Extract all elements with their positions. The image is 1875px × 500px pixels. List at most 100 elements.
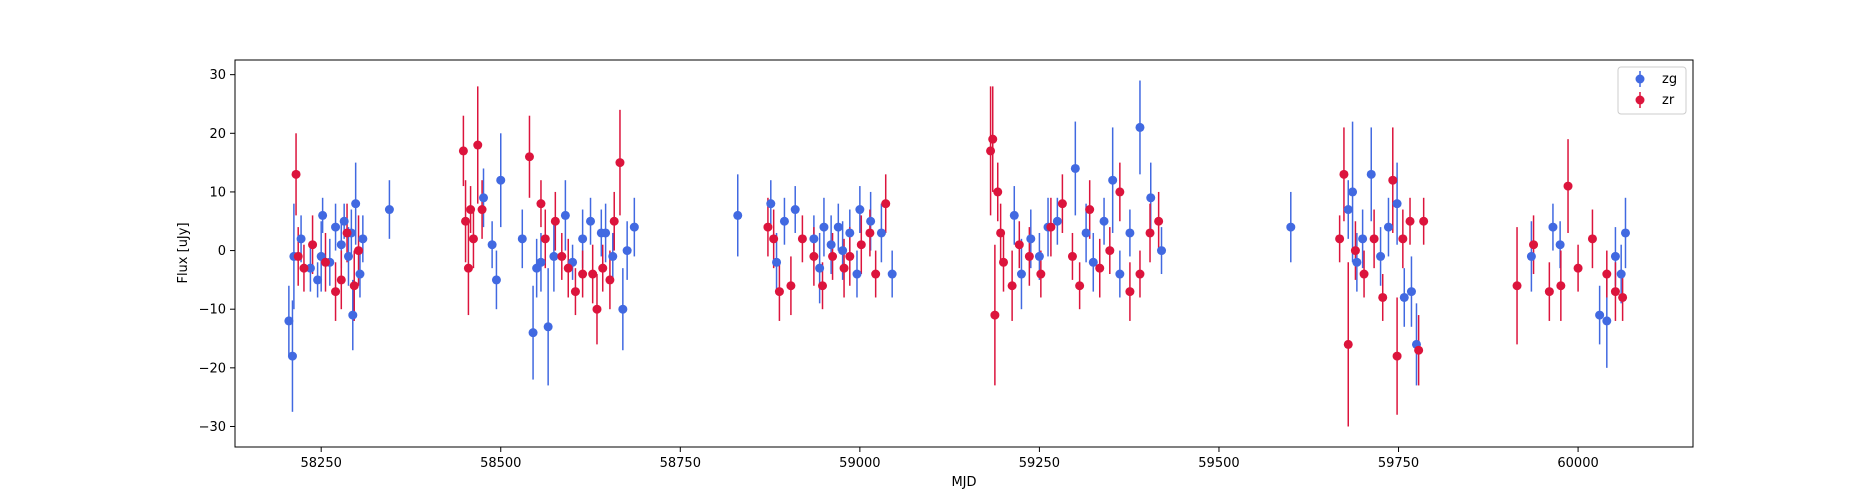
point-zr (1075, 281, 1084, 290)
x-tick-label: 58500 (480, 456, 521, 471)
point-zr (996, 228, 1005, 237)
y-tick-label: 0 (218, 244, 226, 259)
point-zr (988, 135, 997, 144)
point-zr (1564, 182, 1573, 191)
point-zg (1548, 223, 1557, 232)
point-zg (297, 234, 306, 243)
point-zr (598, 264, 607, 273)
point-zr (1588, 234, 1597, 243)
point-zg (344, 252, 353, 261)
point-zg (331, 223, 340, 232)
point-zr (1370, 234, 1379, 243)
point-zg (852, 270, 861, 279)
x-axis-label: MJD (951, 475, 976, 490)
point-zr (578, 270, 587, 279)
point-zg (608, 252, 617, 261)
plot-frame (235, 60, 1693, 447)
point-zg (618, 305, 627, 314)
point-zr (1068, 252, 1077, 261)
point-zg (586, 217, 595, 226)
point-zg (340, 217, 349, 226)
point-zg (536, 258, 545, 267)
point-zg (791, 205, 800, 214)
point-zr (299, 264, 308, 273)
point-zr (466, 205, 475, 214)
point-zg (866, 217, 875, 226)
point-zr (292, 170, 301, 179)
point-zr (763, 223, 772, 232)
point-zg (1125, 228, 1134, 237)
point-zg (1135, 123, 1144, 132)
point-zg (1407, 287, 1416, 296)
point-zg (1527, 252, 1536, 261)
point-zr (1529, 240, 1538, 249)
point-zr (1046, 223, 1055, 232)
point-zg (1286, 223, 1295, 232)
point-zg (1367, 170, 1376, 179)
point-zg (888, 270, 897, 279)
point-zg (385, 205, 394, 214)
point-zr (1125, 287, 1134, 296)
point-zr (1602, 270, 1611, 279)
point-zr (1513, 281, 1522, 290)
y-tick-label: −30 (199, 420, 226, 435)
point-zr (473, 141, 482, 150)
y-axis-label: Flux [uJy] (176, 222, 191, 283)
point-zg (733, 211, 742, 220)
point-zr (1414, 346, 1423, 355)
point-zr (1085, 205, 1094, 214)
x-tick-label: 58250 (301, 456, 342, 471)
point-zg (348, 311, 357, 320)
point-zr (1360, 270, 1369, 279)
point-zr (331, 287, 340, 296)
point-zr (1398, 234, 1407, 243)
point-zr (1135, 270, 1144, 279)
point-zr (610, 217, 619, 226)
point-zr (865, 228, 874, 237)
point-zg (1026, 234, 1035, 243)
point-zr (605, 275, 614, 284)
point-zr (588, 270, 597, 279)
point-zg (488, 240, 497, 249)
x-tick-label: 59000 (839, 456, 880, 471)
point-zg (1393, 199, 1402, 208)
point-zg (1082, 228, 1091, 237)
point-zr (1154, 217, 1163, 226)
point-zr (990, 311, 999, 320)
legend-label-zr: zr (1662, 93, 1675, 108)
point-layer (284, 123, 1630, 361)
point-zr (541, 234, 550, 243)
point-zr (551, 217, 560, 226)
point-zg (1115, 270, 1124, 279)
point-zr (571, 287, 580, 296)
x-tick-label: 59500 (1198, 456, 1239, 471)
point-zr (881, 199, 890, 208)
point-zr (525, 152, 534, 161)
point-zr (1406, 217, 1415, 226)
point-zg (358, 234, 367, 243)
point-zg (284, 316, 293, 325)
point-zr (308, 240, 317, 249)
point-zg (1400, 293, 1409, 302)
point-zr (1058, 199, 1067, 208)
x-ticks: 58250 58500 58750 59000 59250 59500 59750 60000 (301, 447, 1599, 471)
point-zr (1105, 246, 1114, 255)
point-zg (1100, 217, 1109, 226)
point-zg (1146, 193, 1155, 202)
point-zr (1618, 293, 1627, 302)
point-zg (845, 228, 854, 237)
point-zr (615, 158, 624, 167)
point-zg (1348, 187, 1357, 196)
point-zr (840, 264, 849, 273)
point-zr (986, 146, 995, 155)
point-zr (999, 258, 1008, 267)
point-zr (809, 252, 818, 261)
point-zr (343, 228, 352, 237)
point-zg (1384, 223, 1393, 232)
point-zr (337, 275, 346, 284)
point-zg (815, 264, 824, 273)
y-tick-label: 20 (209, 127, 226, 142)
y-tick-label: 10 (209, 185, 226, 200)
point-zg (1344, 205, 1353, 214)
